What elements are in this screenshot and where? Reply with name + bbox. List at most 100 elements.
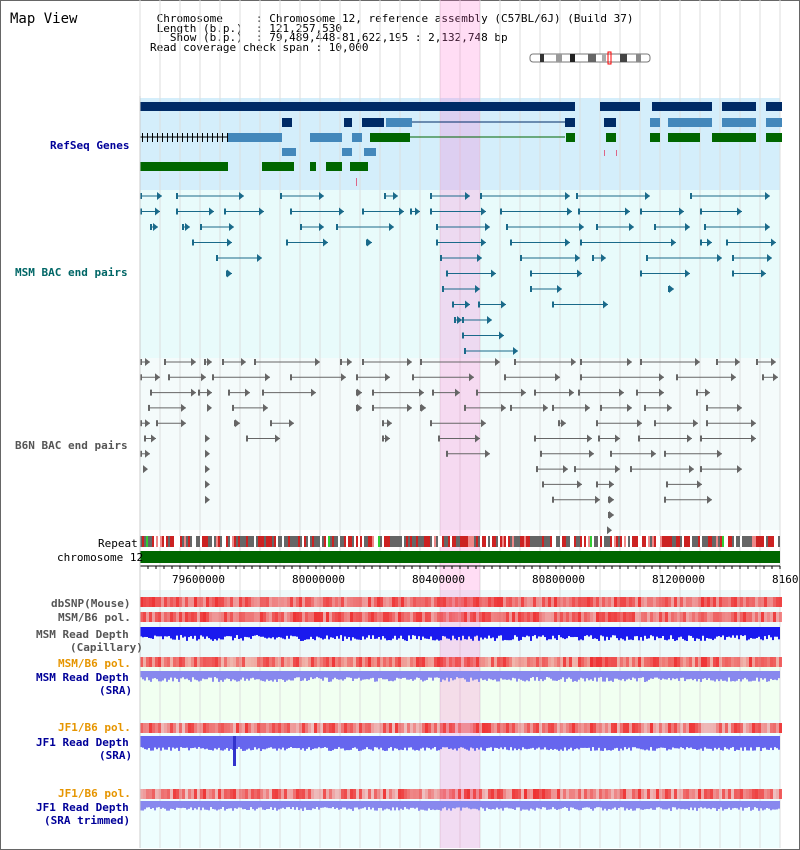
- jf1-b6-pol-strip-2: [251, 789, 254, 799]
- track-label-msm-b6-pol[interactable]: MSM/B6 pol.: [58, 611, 131, 624]
- jf1-b6-pol-strip-2: [185, 789, 188, 799]
- msm-b6-pol-strip: [338, 612, 341, 622]
- dbsnp-strip: [323, 597, 326, 607]
- track-label-dbsnp[interactable]: dbSNP(Mouse): [51, 597, 131, 610]
- msm-b6-pol-strip: [644, 612, 647, 622]
- msm-b6-pol-strip: [740, 612, 743, 622]
- jf1-depth-sra-bar: [500, 736, 502, 748]
- jf1-b6-pol-strip: [359, 723, 362, 733]
- msm-depth-capillary-bar: [570, 627, 572, 638]
- track-label-msm-b6-pol-2[interactable]: MSM/B6 pol.: [58, 657, 131, 670]
- dbsnp-strip: [209, 597, 212, 607]
- msm-bac-pair-end: [640, 270, 642, 277]
- jf1-depth-trimmed-bar: [630, 801, 632, 809]
- jf1-b6-pol-strip-2: [626, 789, 629, 799]
- dbsnp-strip: [377, 597, 380, 607]
- jf1-b6-pol-strip-2: [317, 789, 320, 799]
- repeat-feature: [458, 536, 460, 547]
- msm-b6-pol-strip: [449, 612, 452, 622]
- jf1-depth-sra-bar: [208, 736, 210, 750]
- msm-depth-capillary-bar: [306, 627, 308, 640]
- track-label-jf1-b6-pol-2[interactable]: JF1/B6 pol.: [58, 787, 131, 800]
- msm-b6-pol-strip-2: [275, 657, 278, 667]
- msm-b6-pol-strip: [551, 612, 554, 622]
- b6n-bac-pair-end: [155, 373, 160, 382]
- msm-depth-capillary-bar: [724, 627, 726, 640]
- b6n-bac-pair-end: [659, 373, 664, 382]
- msm-depth-capillary-bar: [678, 627, 680, 638]
- msm-depth-sra-bar: [740, 671, 742, 682]
- msm-b6-pol-strip: [182, 612, 185, 622]
- jf1-b6-pol-strip: [596, 723, 599, 733]
- jf1-depth-trimmed-bar: [488, 801, 490, 810]
- msm-b6-pol-strip-2: [665, 657, 668, 667]
- jf1-b6-pol-strip: [446, 723, 449, 733]
- dbsnp-strip: [752, 597, 755, 607]
- repeat-feature: [264, 536, 266, 547]
- repeat-feature: [436, 536, 438, 547]
- jf1-b6-pol-strip-2: [308, 789, 311, 799]
- msm-depth-capillary-bar: [728, 627, 730, 637]
- repeat-feature: [636, 536, 638, 547]
- msm-depth-sra-bar: [162, 671, 164, 681]
- jf1-depth-trimmed-bar: [142, 801, 144, 811]
- jf1-depth-sra-bar: [634, 736, 636, 748]
- msm-b6-pol-strip-2: [194, 657, 197, 667]
- jf1-b6-pol-strip-2: [458, 789, 461, 799]
- track-label-msm-depth-sra[interactable]: MSM Read Depth: [36, 671, 129, 684]
- repeat-feature: [730, 536, 732, 547]
- jf1-b6-pol-strip-2: [710, 789, 713, 799]
- msm-b6-pol-strip-2: [584, 657, 587, 667]
- msm-depth-sra-bar: [658, 671, 660, 679]
- msm-depth-capillary-bar: [142, 627, 144, 638]
- jf1-depth-trimmed-bar: [390, 801, 392, 811]
- jf1-depth-sra-bar: [254, 736, 256, 748]
- msm-depth-sra-bar: [620, 671, 622, 681]
- jf1-b6-pol-strip-2: [404, 789, 407, 799]
- track-label-msm-bac[interactable]: MSM BAC end pairs: [15, 266, 128, 279]
- dbsnp-strip: [464, 597, 467, 607]
- jf1-b6-pol-strip: [617, 723, 620, 733]
- msm-b6-pol-strip-2: [596, 657, 599, 667]
- msm-depth-sra-bar: [456, 671, 458, 678]
- repeat-feature: [228, 536, 230, 547]
- b6n-bac-pair-end: [716, 359, 718, 365]
- jf1-depth-trimmed-bar: [580, 801, 582, 811]
- msm-b6-pol-strip-2: [272, 657, 275, 667]
- b6n-bac-pair-end: [148, 404, 150, 411]
- track-label-jf1-depth-trimmed[interactable]: JF1 Read Depth: [36, 801, 129, 814]
- b6n-bac-pair-end: [695, 358, 700, 366]
- jf1-b6-pol-strip-2: [521, 789, 524, 799]
- jf1-depth-trimmed-bar: [604, 801, 606, 809]
- msm-b6-pol-strip: [146, 612, 149, 622]
- track-label-b6n-bac[interactable]: B6N BAC end pairs: [15, 439, 128, 452]
- track-label-msm-depth-capillary[interactable]: MSM Read Depth: [36, 628, 129, 641]
- repeat-feature: [168, 536, 170, 547]
- dbsnp-strip: [275, 597, 278, 607]
- jf1-depth-sra-bar: [546, 736, 548, 750]
- repeat-feature: [434, 536, 436, 547]
- msm-depth-sra-bar: [484, 671, 486, 680]
- msm-depth-sra-bar: [322, 671, 324, 681]
- msm-b6-pol-strip-2: [311, 657, 314, 667]
- dbsnp-strip: [695, 597, 698, 607]
- jf1-depth-trimmed-bar: [202, 801, 204, 808]
- track-label-refseq-genes[interactable]: RefSeq Genes: [50, 139, 130, 152]
- jf1-depth-sra-bar: [530, 736, 532, 749]
- msm-b6-pol-strip-2: [635, 657, 638, 667]
- track-label-jf1-b6-pol[interactable]: JF1/B6 pol.: [58, 721, 131, 734]
- msm-b6-pol-strip-2: [383, 657, 386, 667]
- msm-bac-pair-end: [717, 254, 722, 262]
- jf1-depth-trimmed-bar: [638, 801, 640, 809]
- msm-depth-capillary-bar: [592, 627, 594, 639]
- jf1-b6-pol-strip-2: [368, 789, 371, 799]
- msm-b6-pol-strip-2: [656, 657, 659, 667]
- jf1-depth-sra-bar: [596, 736, 598, 751]
- msm-b6-pol-strip: [638, 612, 641, 622]
- msm-b6-pol-strip-2: [140, 657, 143, 667]
- refseq-gene: [282, 118, 292, 127]
- b6n-bac-pair-end: [644, 404, 646, 411]
- track-label-jf1-depth-sra[interactable]: JF1 Read Depth: [36, 736, 129, 749]
- jf1-depth-sra-bar: [206, 736, 208, 749]
